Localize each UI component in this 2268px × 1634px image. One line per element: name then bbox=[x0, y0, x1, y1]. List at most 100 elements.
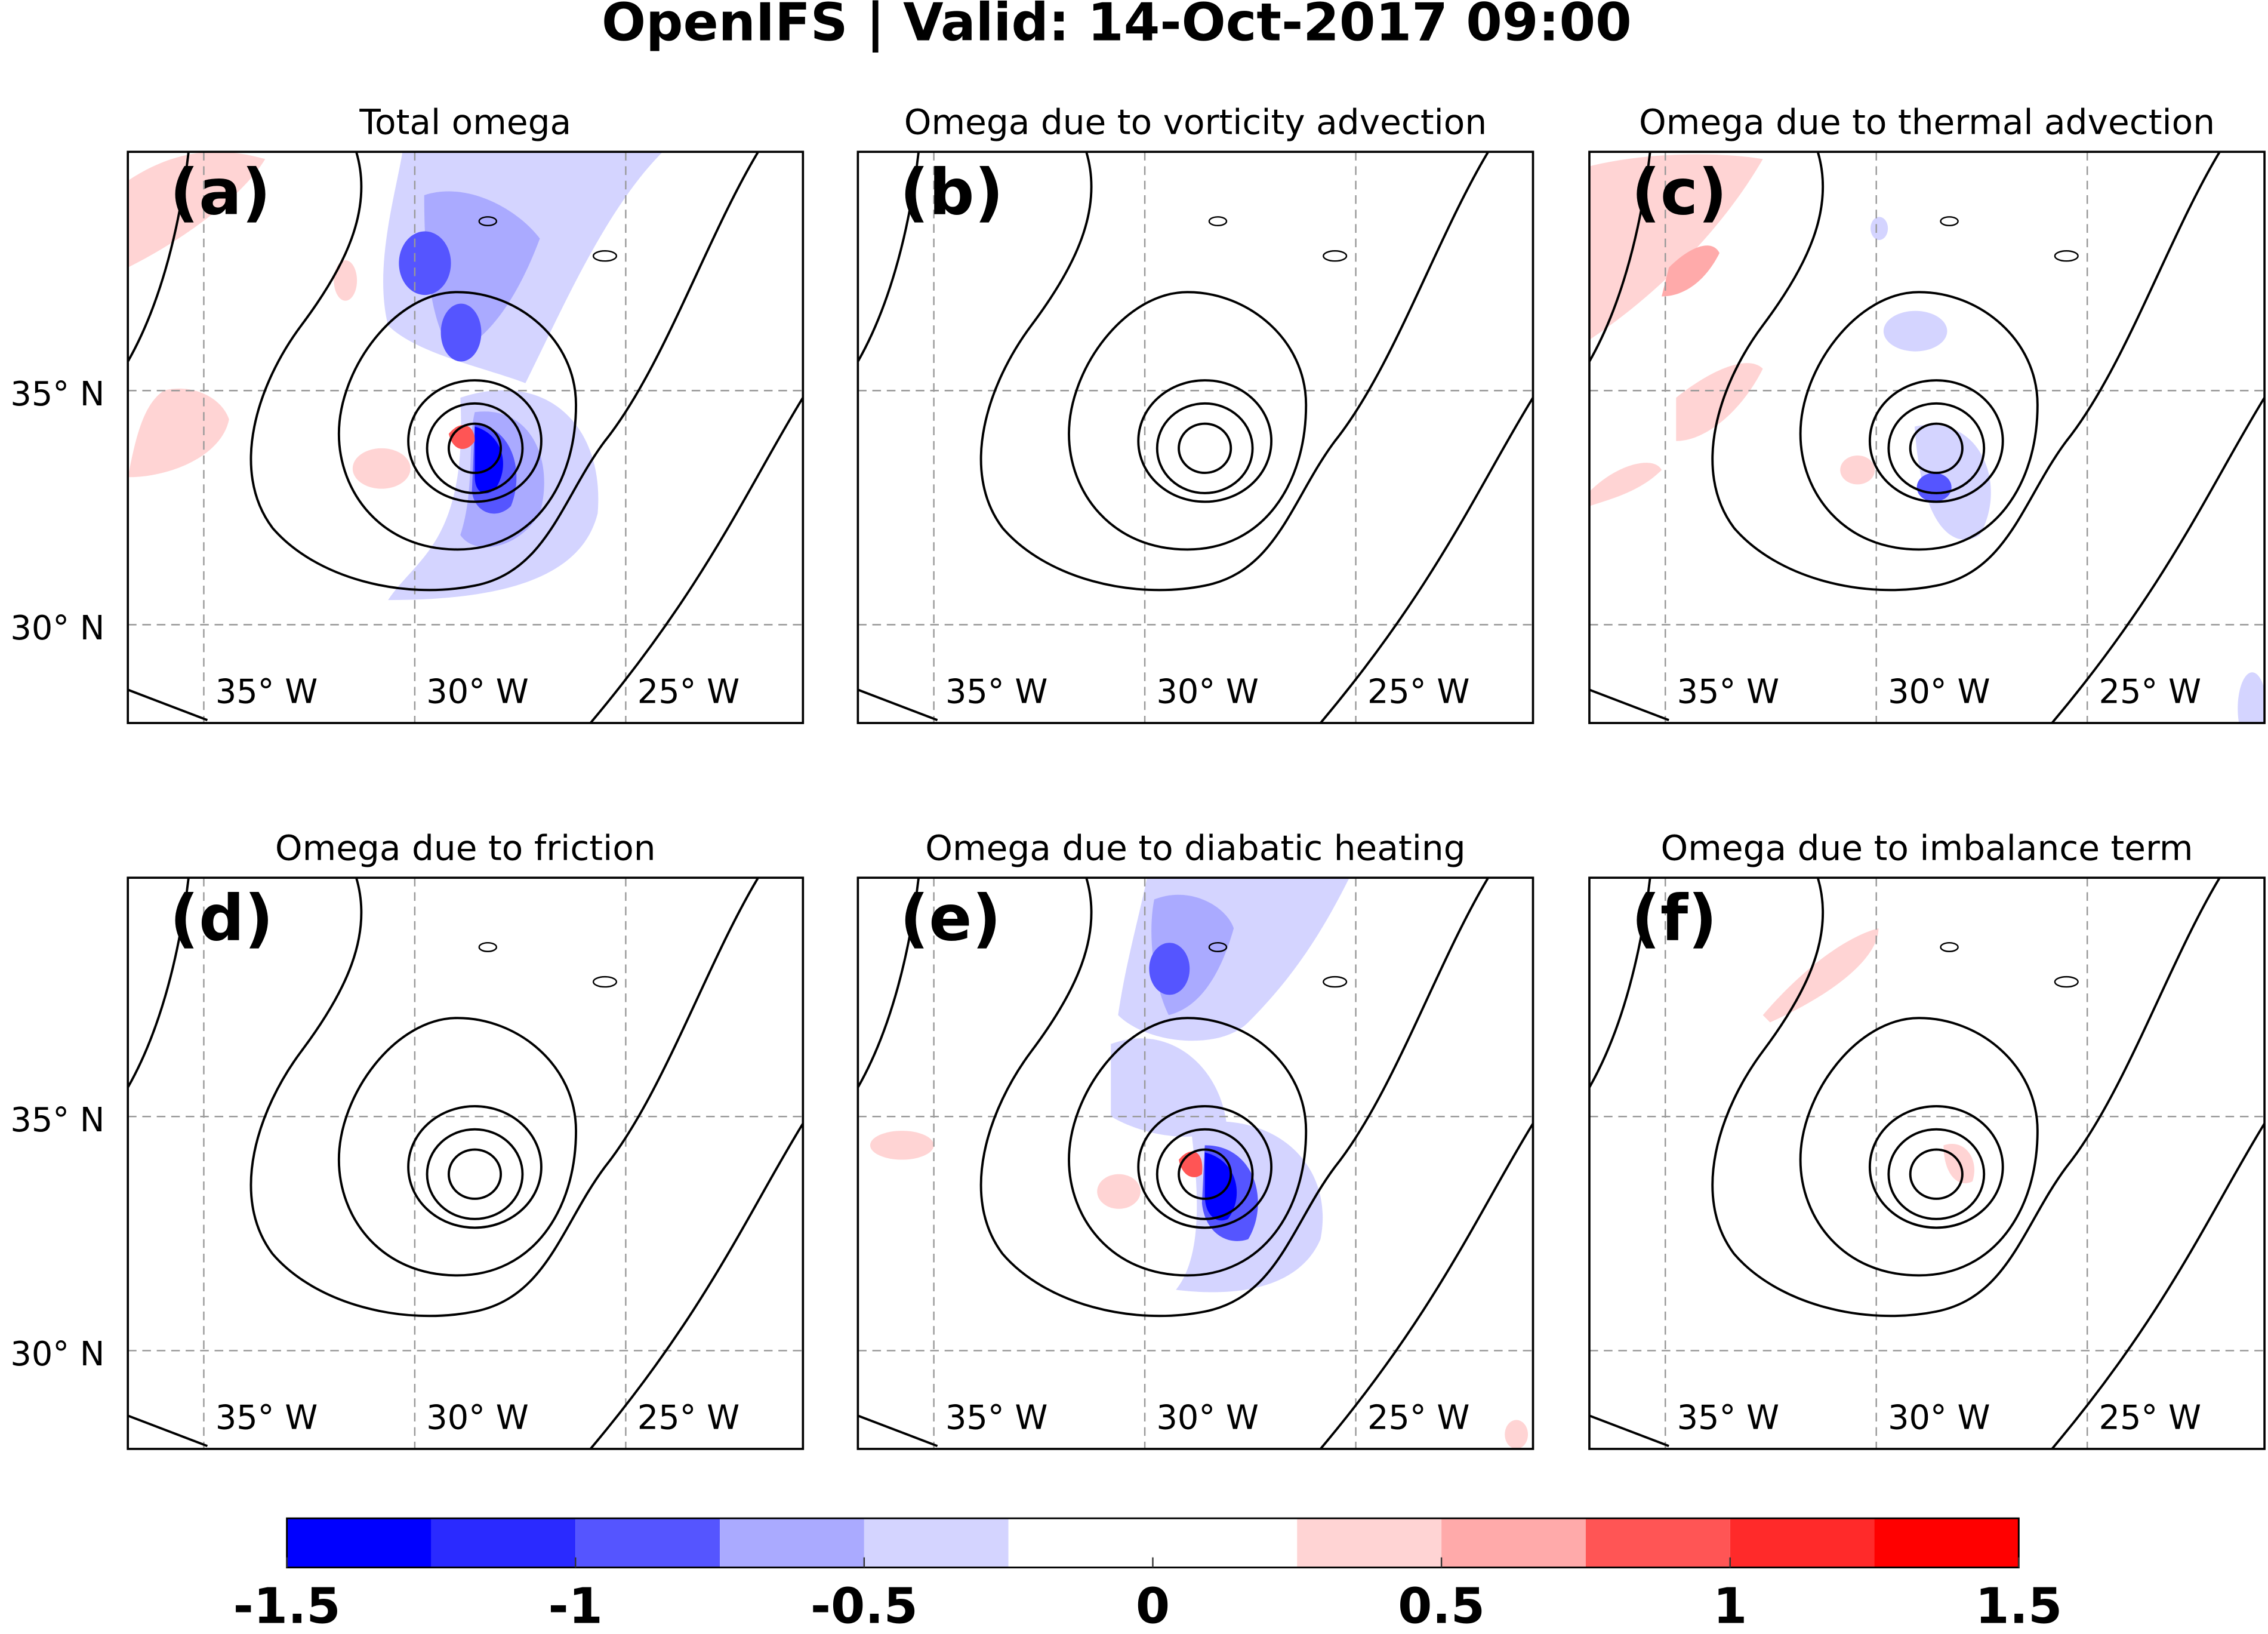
x-tick-label: 30° W bbox=[1156, 673, 1258, 712]
colorbar-bin bbox=[1008, 1518, 1153, 1568]
omega-shading bbox=[1916, 473, 1952, 502]
omega-shading bbox=[1871, 217, 1888, 241]
map-panel: 35° W 30° W 25° W 30° N 35° N (d) bbox=[10, 876, 805, 1450]
panel-label: (e) bbox=[900, 882, 1002, 956]
omega-shading bbox=[1149, 943, 1190, 995]
omega-shading bbox=[1883, 310, 1947, 352]
x-tick-label: 35° W bbox=[1677, 673, 1779, 712]
panel-title: Omega due to vorticity advection bbox=[904, 101, 1487, 142]
panel-frame bbox=[127, 150, 805, 724]
map-area bbox=[1589, 878, 2265, 1449]
map-panel: 35° W 30° W 25° W (e) bbox=[856, 876, 1534, 1450]
panel-title: Omega due to imbalance term bbox=[1661, 827, 2193, 868]
colorbar-tick-label: 0.5 bbox=[1398, 1578, 1485, 1634]
omega-shading bbox=[1505, 1420, 1529, 1449]
x-tick-label: 30° W bbox=[426, 673, 528, 712]
colorbar-bin bbox=[864, 1518, 1009, 1568]
omega-shading bbox=[1840, 455, 1875, 485]
map-background bbox=[858, 152, 1533, 724]
colorbar-bin bbox=[1730, 1518, 1875, 1568]
panel-title: Omega due to thermal advection bbox=[1639, 101, 2215, 142]
colorbar-tick-label: -0.5 bbox=[811, 1578, 918, 1634]
y-tick-label: 30° N bbox=[10, 609, 104, 648]
colorbar-bin bbox=[575, 1518, 720, 1568]
panel-frame bbox=[127, 876, 805, 1450]
map-background bbox=[1589, 878, 2265, 1449]
map-area bbox=[128, 878, 803, 1449]
omega-shading bbox=[1589, 463, 1662, 506]
panel-title: Omega due to diabatic heating bbox=[925, 827, 1465, 868]
colorbar-tick-label: -1.5 bbox=[233, 1578, 341, 1634]
panel-label: (d) bbox=[170, 882, 273, 956]
map-area bbox=[858, 878, 1533, 1449]
map-panel: 35° W 30° W 25° W (c) bbox=[1588, 150, 2266, 724]
y-tick-label: 35° N bbox=[10, 1101, 104, 1140]
colorbar-bin bbox=[286, 1518, 432, 1568]
omega-shading bbox=[1662, 245, 1720, 297]
panel-frame bbox=[1588, 876, 2266, 1450]
x-tick-label: 25° W bbox=[1367, 673, 1469, 712]
omega-shading bbox=[1097, 1174, 1141, 1209]
colorbar-bin bbox=[1441, 1518, 1586, 1568]
x-tick-label: 25° W bbox=[2099, 1399, 2201, 1438]
panel-label: (b) bbox=[900, 156, 1004, 230]
colorbar-tick-label: 1 bbox=[1713, 1578, 1747, 1634]
omega-shading bbox=[1589, 154, 1763, 340]
map-panel: 35° W 30° W 25° W (f) bbox=[1588, 876, 2266, 1450]
omega-shading bbox=[1204, 1152, 1237, 1221]
map-area bbox=[128, 152, 803, 724]
x-tick-label: 35° W bbox=[1677, 1399, 1779, 1438]
map-area bbox=[1589, 152, 2265, 724]
x-tick-label: 25° W bbox=[637, 1399, 739, 1438]
panel-title: Omega due to friction bbox=[275, 827, 656, 868]
colorbar-bin bbox=[1297, 1518, 1442, 1568]
x-tick-label: 25° W bbox=[1367, 1399, 1469, 1438]
y-tick-label: 35° N bbox=[10, 375, 104, 414]
panel-label: (c) bbox=[1631, 156, 1727, 230]
panel-label: (f) bbox=[1631, 882, 1717, 956]
x-tick-label: 30° W bbox=[1156, 1399, 1258, 1438]
omega-shading bbox=[352, 448, 411, 489]
colorbar-bin bbox=[431, 1518, 576, 1568]
omega-shading bbox=[474, 426, 503, 494]
colorbar-tick-label: 0 bbox=[1136, 1578, 1170, 1634]
figure-title: OpenIFS | Valid: 14-Oct-2017 09:00 bbox=[602, 0, 1632, 54]
x-tick-label: 25° W bbox=[637, 673, 739, 712]
omega-shading bbox=[128, 152, 266, 268]
colorbar-bin bbox=[1874, 1518, 2019, 1568]
omega-shading bbox=[2238, 672, 2265, 724]
omega-shading bbox=[440, 303, 482, 362]
x-tick-label: 30° W bbox=[1888, 1399, 1990, 1438]
omega-shading bbox=[334, 260, 358, 301]
x-tick-label: 35° W bbox=[215, 1399, 318, 1438]
map-area bbox=[858, 152, 1533, 724]
panel-label: (a) bbox=[170, 156, 270, 230]
panel-frame bbox=[856, 150, 1534, 724]
omega-shading bbox=[128, 388, 229, 478]
map-panel: 35° W 30° W 25° W (b) bbox=[856, 150, 1534, 724]
map-panel: 35° W 30° W 25° W 30° N 35° N (a) bbox=[10, 150, 805, 724]
x-tick-label: 30° W bbox=[1888, 673, 1990, 712]
omega-shading bbox=[1676, 363, 1763, 441]
map-background bbox=[128, 878, 803, 1449]
panel-title: Total omega bbox=[359, 101, 571, 142]
x-tick-label: 35° W bbox=[945, 673, 1047, 712]
colorbar-bin bbox=[720, 1518, 864, 1568]
colorbar-tick-label: 1.5 bbox=[1975, 1578, 2062, 1634]
colorbar-bin bbox=[1153, 1518, 1298, 1568]
x-tick-label: 35° W bbox=[215, 673, 318, 712]
omega-shading bbox=[1111, 1038, 1227, 1137]
omega-shading bbox=[399, 231, 451, 296]
colorbar-tick-label: -1 bbox=[548, 1578, 603, 1634]
x-tick-label: 35° W bbox=[945, 1399, 1047, 1438]
omega-shading bbox=[870, 1131, 934, 1160]
x-tick-label: 25° W bbox=[2099, 673, 2201, 712]
omega-shading bbox=[1914, 424, 1991, 540]
omega-shading bbox=[1762, 928, 1879, 1023]
y-tick-label: 30° N bbox=[10, 1335, 104, 1374]
panel-frame bbox=[856, 876, 1534, 1450]
x-tick-label: 30° W bbox=[426, 1399, 528, 1438]
colorbar-bin bbox=[1585, 1518, 1730, 1568]
